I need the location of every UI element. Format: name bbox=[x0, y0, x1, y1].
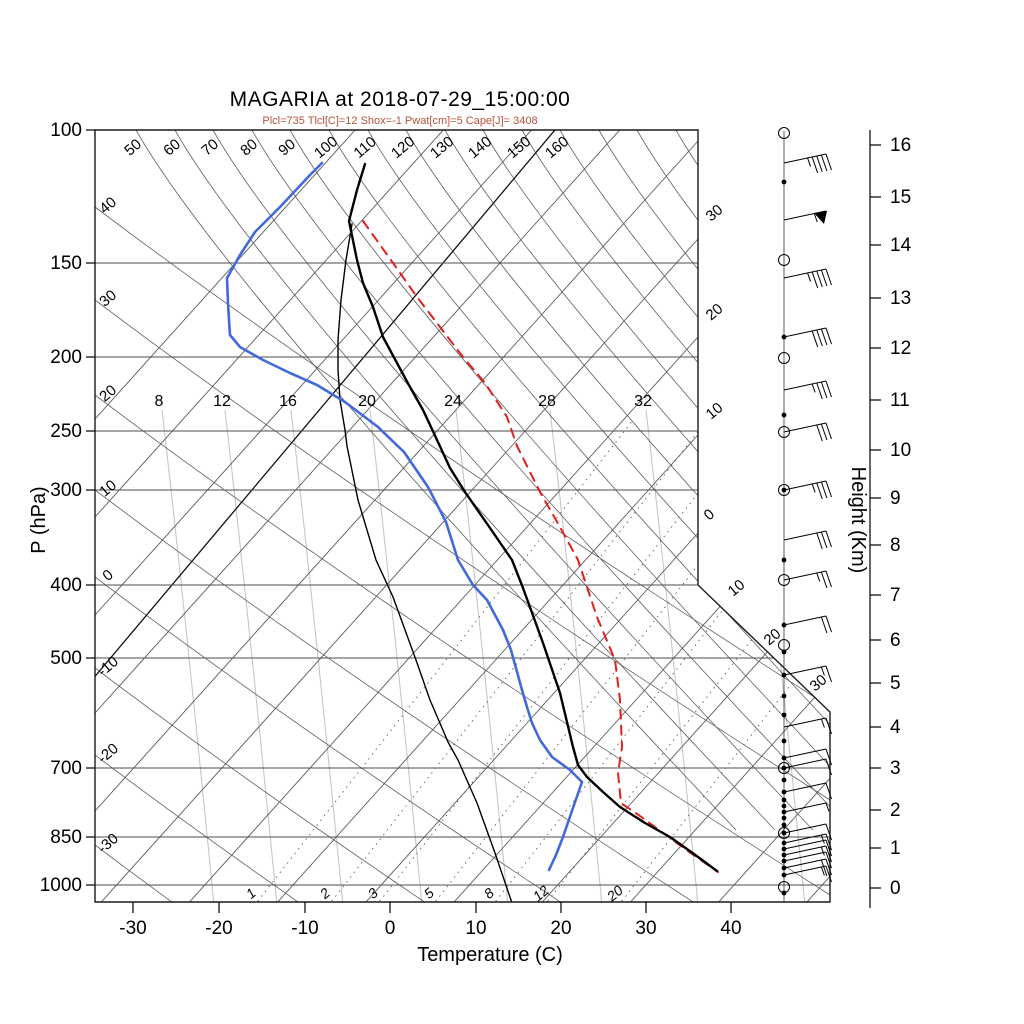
axes: -30 -20 -10 0 10 20 30 401001502002503004005007… bbox=[40, 120, 912, 939]
svg-text:30: 30 bbox=[96, 287, 120, 311]
wind-barbs bbox=[778, 127, 832, 903]
svg-text:-30: -30 bbox=[119, 918, 146, 939]
svg-text:10: 10 bbox=[96, 477, 120, 501]
svg-text:-20: -20 bbox=[205, 918, 232, 939]
svg-text:-20: -20 bbox=[94, 740, 122, 767]
svg-text:700: 700 bbox=[50, 758, 82, 779]
svg-text:2: 2 bbox=[316, 884, 333, 902]
svg-text:20: 20 bbox=[96, 382, 120, 406]
svg-text:-30: -30 bbox=[94, 830, 122, 857]
svg-text:400: 400 bbox=[50, 575, 82, 596]
svg-text:9: 9 bbox=[890, 488, 901, 509]
svg-text:1: 1 bbox=[890, 838, 901, 859]
svg-text:16: 16 bbox=[279, 393, 297, 410]
svg-text:20: 20 bbox=[703, 300, 727, 324]
svg-text:32: 32 bbox=[634, 393, 652, 410]
svg-text:130: 130 bbox=[427, 133, 457, 162]
svg-text:110: 110 bbox=[350, 133, 379, 161]
svg-text:250: 250 bbox=[50, 421, 82, 442]
svg-text:200: 200 bbox=[50, 347, 82, 368]
svg-text:10: 10 bbox=[725, 576, 749, 600]
chart-title: MAGARIA at 2018-07-29_15:00:00 bbox=[229, 88, 571, 111]
svg-text:2: 2 bbox=[890, 800, 901, 821]
svg-text:5: 5 bbox=[421, 884, 437, 901]
temperature-axis-title: Temperature (C) bbox=[417, 944, 563, 966]
svg-text:160: 160 bbox=[542, 133, 572, 162]
svg-text:12: 12 bbox=[213, 393, 231, 410]
svg-text:13: 13 bbox=[890, 288, 911, 309]
svg-text:0: 0 bbox=[701, 506, 718, 524]
svg-text:1000: 1000 bbox=[40, 875, 82, 896]
svg-text:150: 150 bbox=[50, 253, 82, 274]
svg-text:15: 15 bbox=[890, 187, 911, 208]
svg-text:8: 8 bbox=[481, 884, 497, 901]
svg-text:-10: -10 bbox=[94, 653, 122, 680]
svg-text:5: 5 bbox=[890, 673, 901, 694]
svg-text:0: 0 bbox=[385, 918, 396, 939]
svg-text:3: 3 bbox=[365, 884, 381, 901]
svg-text:1: 1 bbox=[243, 885, 259, 902]
svg-text:20: 20 bbox=[358, 393, 376, 410]
svg-text:3: 3 bbox=[890, 758, 901, 779]
svg-text:100: 100 bbox=[311, 133, 341, 162]
svg-text:10: 10 bbox=[703, 399, 727, 423]
svg-text:20: 20 bbox=[761, 625, 785, 649]
svg-text:8: 8 bbox=[155, 393, 164, 410]
svg-text:16: 16 bbox=[890, 135, 911, 156]
svg-text:30: 30 bbox=[807, 671, 831, 695]
height-axis-title: Height (Km) bbox=[847, 467, 869, 574]
svg-text:30: 30 bbox=[635, 918, 656, 939]
svg-text:14: 14 bbox=[890, 235, 912, 256]
svg-text:20: 20 bbox=[550, 918, 571, 939]
svg-text:10: 10 bbox=[890, 440, 911, 461]
svg-text:4: 4 bbox=[890, 717, 901, 738]
svg-text:0: 0 bbox=[890, 878, 901, 899]
svg-text:-10: -10 bbox=[291, 918, 318, 939]
svg-text:28: 28 bbox=[538, 393, 556, 410]
svg-text:11: 11 bbox=[890, 390, 910, 411]
sounding-curves bbox=[225, 161, 719, 902]
svg-text:150: 150 bbox=[504, 133, 534, 162]
svg-text:30: 30 bbox=[703, 201, 727, 225]
svg-text:24: 24 bbox=[444, 393, 462, 410]
svg-text:300: 300 bbox=[50, 480, 82, 501]
svg-text:8: 8 bbox=[890, 535, 901, 556]
svg-text:120: 120 bbox=[388, 133, 418, 162]
plot-frame bbox=[94, 129, 831, 903]
pressure-axis-title: P (hPa) bbox=[28, 486, 50, 553]
svg-text:100: 100 bbox=[50, 120, 82, 141]
svg-text:500: 500 bbox=[50, 648, 82, 669]
svg-text:850: 850 bbox=[50, 827, 82, 848]
svg-text:40: 40 bbox=[720, 918, 741, 939]
svg-text:12: 12 bbox=[890, 338, 911, 359]
chart-subtitle: Plcl=735 Tlcl[C]=12 Shox=-1 Pwat[cm]=5 C… bbox=[262, 115, 538, 127]
svg-text:6: 6 bbox=[890, 630, 901, 651]
svg-text:10: 10 bbox=[465, 918, 486, 939]
svg-text:140: 140 bbox=[465, 133, 495, 162]
svg-text:7: 7 bbox=[890, 585, 901, 606]
svg-text:40: 40 bbox=[96, 194, 120, 218]
